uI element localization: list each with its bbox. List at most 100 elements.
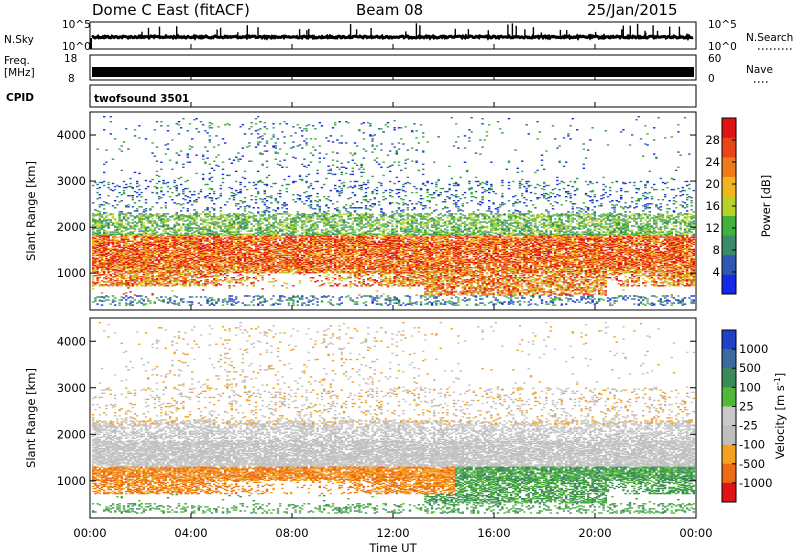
power-cell [160,252,163,255]
power-cell [133,242,137,244]
power-cell [281,241,284,243]
power-cell [118,258,121,261]
power-cell [228,258,231,261]
power-cell [186,229,189,231]
power-cell [160,272,163,274]
power-cell [279,189,282,192]
power-cell [241,218,244,220]
power-cell [138,200,141,202]
power-cell [149,278,152,280]
power-cell [197,235,200,237]
power-cell [206,150,209,152]
power-cell [281,221,284,223]
power-cell [98,263,101,266]
power-cell [188,227,192,229]
power-cell [120,226,123,228]
power-cell [105,222,108,224]
power-cell [133,228,137,230]
power-cell [263,126,266,128]
power-cell [138,300,141,302]
power-cell [217,271,220,273]
power-cell [133,230,137,232]
power-cell [281,223,284,225]
power-cell [153,265,156,268]
power-cell [230,243,233,245]
power-cell [215,156,218,158]
power-cell [199,274,203,276]
power-cell [92,282,95,284]
power-cell [116,268,119,271]
power-cell [140,196,143,198]
power-cell [248,247,251,250]
power-cell [92,257,95,260]
power-cell [206,224,209,226]
power-cell [122,264,126,267]
power-cell [162,268,165,271]
power-cell [103,233,106,235]
power-cell [219,215,222,217]
power-cell [202,226,205,228]
power-cell [263,264,266,267]
power-cell [182,278,185,280]
power-cell [120,246,123,248]
power-cell [290,135,293,137]
power-cell [208,232,211,234]
power-cell [175,195,178,197]
power-cell [142,285,145,287]
power-cell [197,257,200,260]
power-cell [215,285,218,287]
power-cell [250,239,253,241]
power-cell [162,222,165,224]
power-cell [228,285,231,287]
power-cell [175,279,178,281]
power-cell [147,247,150,250]
power-cell [96,253,99,256]
power-cell [131,278,134,280]
power-cell [213,299,216,301]
power-cell [243,228,247,230]
power-cell [114,253,117,256]
power-cell [147,279,150,281]
power-cell [136,271,139,273]
power-cell [226,240,229,242]
power-cell [259,268,262,271]
power-cell [131,227,134,229]
power-cell [237,246,240,248]
power-cell [276,222,280,224]
power-cell [158,243,161,245]
power-cell [272,251,275,254]
power-cell [215,284,218,286]
power-cell [274,243,277,245]
power-cell [153,129,156,131]
power-cell [175,281,178,283]
power-cell [228,269,231,272]
power-cell [243,236,247,238]
power-cell [217,254,220,257]
power-cell [105,267,108,270]
power-cell [263,298,266,300]
power-cell [136,185,139,188]
power-cell [206,208,209,210]
power-cell [133,234,137,236]
power-cell [142,272,145,274]
power-cell [173,181,176,184]
power-cell [177,243,181,245]
power-cell [94,269,97,272]
power-cell [114,241,117,243]
power-cell [230,267,233,270]
power-cell [261,237,264,239]
power-cell [169,278,172,280]
power-cell [294,258,297,261]
power-cell [166,278,170,280]
nsky-spike [237,32,239,36]
power-cell [144,231,148,233]
power-cell [254,265,258,268]
power-cell [169,258,172,261]
power-cell [120,254,123,257]
power-cell [149,252,152,255]
power-cell [111,240,115,242]
power-cell [252,242,255,244]
power-cell [188,161,192,163]
power-cell [257,259,260,262]
power-cell [166,130,170,132]
